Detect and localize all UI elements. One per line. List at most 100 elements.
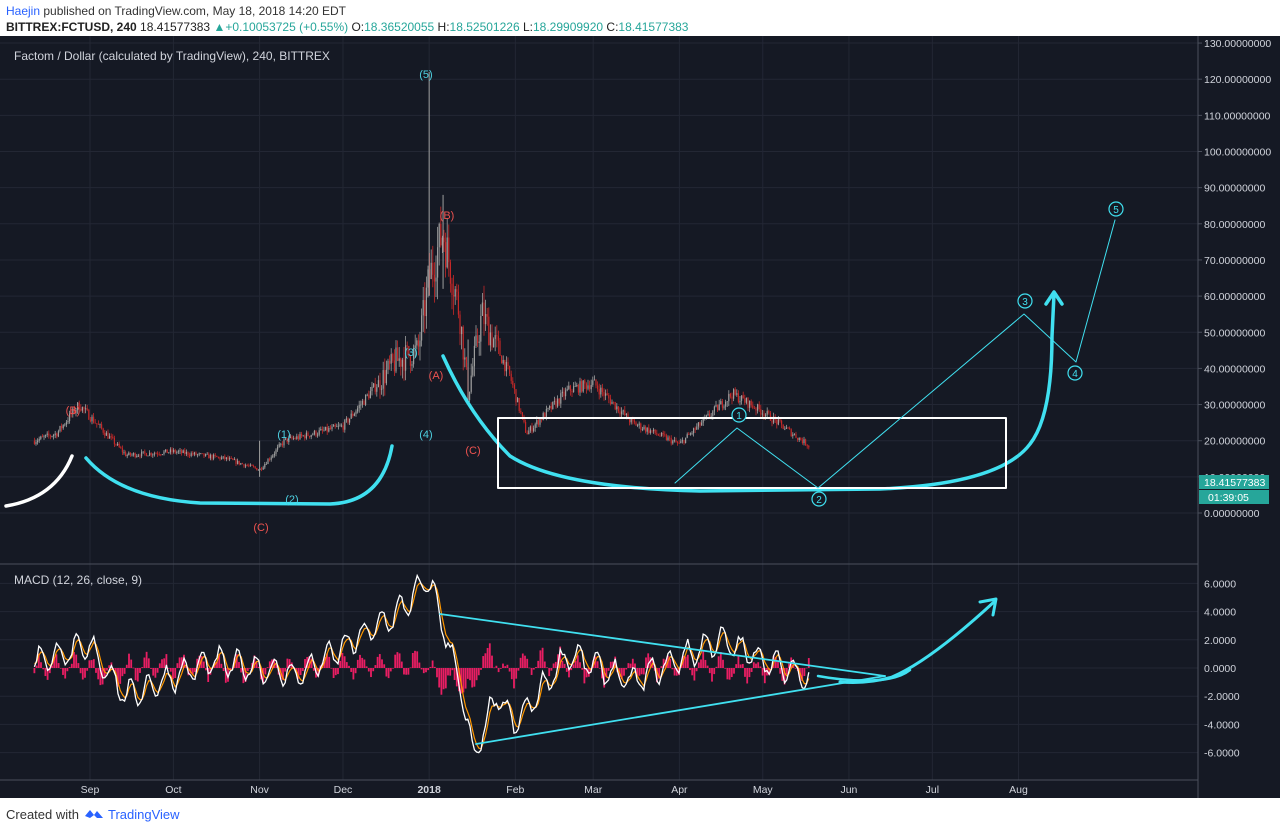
price-tick-label: 20.00000000 bbox=[1204, 436, 1265, 448]
macd-histogram-bar bbox=[759, 666, 762, 668]
macd-histogram-bar bbox=[156, 668, 159, 673]
author-link[interactable]: Haejin bbox=[6, 4, 41, 18]
candle-body bbox=[317, 434, 319, 436]
candle-body bbox=[737, 393, 739, 403]
wave-label: (B) bbox=[440, 210, 455, 222]
time-axis[interactable]: Sep Oct Nov Dec 2018 Feb Mar Apr May Jun Jul Aug bbox=[81, 784, 1028, 796]
candle-body bbox=[150, 452, 152, 456]
candle-body bbox=[496, 335, 498, 337]
candle-body bbox=[277, 446, 279, 450]
candle-body bbox=[353, 413, 355, 416]
candle-body bbox=[209, 455, 211, 459]
macd-histogram-bar bbox=[519, 657, 522, 668]
time-tick-label: 2018 bbox=[417, 784, 441, 796]
macd-histogram-bar bbox=[469, 668, 471, 681]
tradingview-brand-link[interactable]: TradingView bbox=[108, 807, 180, 822]
candle-body bbox=[225, 457, 227, 460]
drawings-main bbox=[4, 219, 1116, 508]
macd-histogram-bar bbox=[114, 668, 117, 674]
macd-histogram-bar bbox=[605, 668, 608, 678]
candle-body bbox=[297, 436, 299, 439]
candle-body bbox=[152, 454, 154, 456]
macd-histogram-bar bbox=[106, 668, 108, 671]
candle-body bbox=[515, 389, 517, 403]
macd-histogram-bar bbox=[730, 668, 733, 678]
macd-histogram-bar bbox=[53, 657, 56, 668]
macd-histogram-bar bbox=[81, 668, 84, 680]
candle-body bbox=[129, 452, 131, 456]
time-tick-label: Jul bbox=[926, 784, 939, 796]
candle-body bbox=[171, 449, 173, 453]
macd-histogram-bar bbox=[99, 668, 102, 686]
candle-body bbox=[81, 407, 83, 411]
candle-body bbox=[792, 434, 794, 437]
candle-body bbox=[782, 424, 784, 429]
candle-body bbox=[350, 413, 352, 419]
macd-histogram-bar bbox=[427, 668, 430, 671]
price-tick-label: 130.00000000 bbox=[1204, 38, 1271, 50]
candle-body bbox=[803, 439, 805, 444]
candle-body bbox=[86, 408, 88, 410]
candle-body bbox=[611, 401, 613, 404]
candle-body bbox=[113, 438, 115, 445]
candle-body bbox=[648, 427, 650, 433]
candle-body bbox=[51, 436, 53, 437]
macd-histogram-bar bbox=[433, 666, 436, 668]
countdown-badge-box bbox=[1199, 490, 1269, 504]
macd-axis[interactable]: 6.0000 4.0000 2.0000 0.0000 -2.0000 -4.0000 -6… bbox=[1204, 578, 1240, 759]
macd-histogram-bar bbox=[741, 663, 744, 668]
candle-body bbox=[406, 345, 408, 347]
candle-body bbox=[147, 455, 149, 457]
macd-histogram-bar bbox=[438, 668, 441, 688]
candle-body bbox=[571, 390, 573, 393]
candle-body bbox=[216, 455, 218, 457]
wave-label: (3) bbox=[404, 347, 417, 359]
candle-body bbox=[43, 436, 45, 438]
macd-histogram-bar bbox=[394, 654, 397, 668]
macd-histogram-bar bbox=[570, 668, 573, 671]
published-text: published on TradingView.com, May 18, 20… bbox=[43, 4, 347, 18]
macd-histogram-bar bbox=[123, 668, 126, 674]
candle-body bbox=[57, 431, 59, 437]
candle-body bbox=[505, 362, 507, 372]
candle-body bbox=[246, 465, 248, 467]
candle-body bbox=[161, 454, 163, 455]
candle-body bbox=[459, 314, 461, 335]
candle-body bbox=[613, 401, 615, 403]
candle-body bbox=[550, 405, 552, 410]
candle-body bbox=[376, 387, 378, 392]
candle-body bbox=[729, 393, 731, 397]
macd-histogram-bar bbox=[486, 647, 489, 668]
macd-histogram-bar bbox=[244, 668, 247, 682]
candle-body bbox=[443, 237, 445, 243]
candle-body bbox=[541, 419, 543, 420]
macd-histogram-bar bbox=[152, 668, 155, 676]
macd-histogram-bar bbox=[607, 668, 610, 671]
candlestick-series bbox=[33, 71, 810, 477]
candle-body bbox=[760, 409, 762, 415]
macd-histogram-bar bbox=[299, 668, 302, 676]
macd-histogram-bar bbox=[328, 656, 331, 668]
candle-body bbox=[184, 450, 186, 454]
candle-body bbox=[731, 396, 733, 399]
macd-histogram-bar bbox=[268, 661, 271, 668]
candle-body bbox=[400, 358, 402, 367]
macd-line bbox=[33, 573, 810, 754]
candle-body bbox=[662, 432, 664, 435]
candle-body bbox=[217, 456, 219, 458]
candle-body bbox=[369, 391, 371, 399]
macd-histogram-bar bbox=[513, 668, 515, 689]
macd-tick-label: -6.0000 bbox=[1204, 748, 1240, 760]
candle-body bbox=[227, 457, 229, 460]
candle-body bbox=[720, 401, 722, 405]
macd-histogram-bar bbox=[64, 668, 67, 679]
macd-histogram-bar bbox=[264, 668, 267, 675]
time-tick-label: Dec bbox=[334, 784, 353, 796]
candle-body bbox=[37, 440, 39, 443]
macd-histogram-bar bbox=[499, 668, 502, 669]
candle-body bbox=[577, 384, 579, 393]
candle-body bbox=[379, 380, 381, 390]
candle-body bbox=[635, 422, 637, 426]
